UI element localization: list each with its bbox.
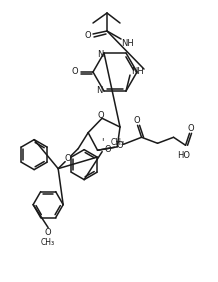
Text: CH₃: CH₃	[110, 138, 124, 147]
Text: N: N	[97, 50, 103, 60]
Text: NH: NH	[132, 67, 144, 76]
Text: O: O	[116, 141, 123, 150]
Text: O: O	[98, 111, 104, 120]
Text: HO: HO	[177, 151, 191, 160]
Text: ': '	[101, 137, 104, 147]
Text: O: O	[65, 154, 72, 163]
Text: O: O	[187, 124, 194, 133]
Text: O: O	[72, 67, 78, 76]
Text: CH₃: CH₃	[41, 238, 55, 247]
Text: O: O	[45, 228, 51, 237]
Text: N: N	[96, 85, 102, 94]
Text: O: O	[85, 30, 91, 39]
Text: O: O	[133, 116, 140, 125]
Text: NH: NH	[121, 39, 133, 47]
Text: O: O	[104, 145, 111, 154]
